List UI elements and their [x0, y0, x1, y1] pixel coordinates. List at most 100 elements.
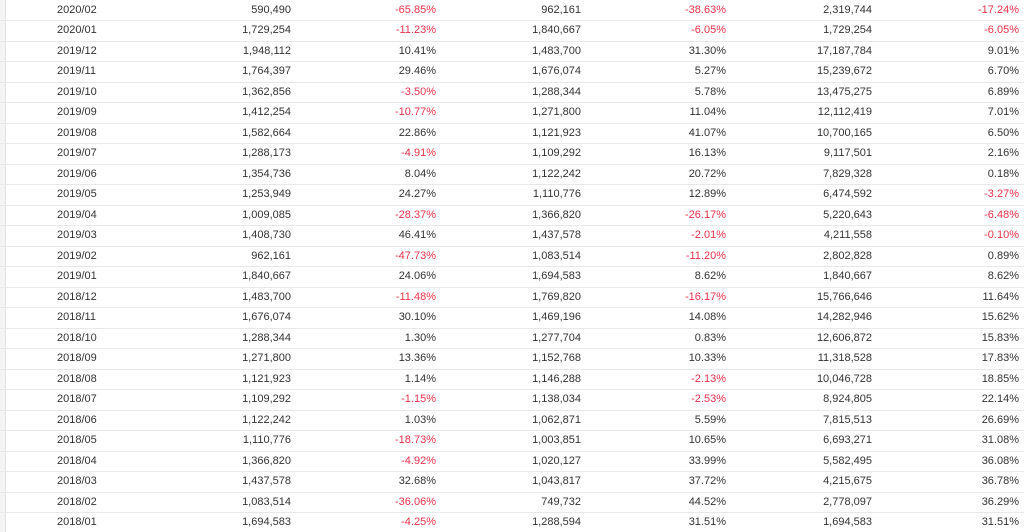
prior-value-cell: 1,483,700 — [532, 44, 581, 57]
cumulative-cell: 13,475,275 — [816, 85, 872, 98]
cumulative-change-cell: 11.64% — [982, 290, 1020, 303]
month-cell: 2020/02 — [57, 3, 97, 16]
prior-change-cell: 10.65% — [688, 434, 726, 447]
prior-change-cell: 44.52% — [688, 495, 726, 508]
month-cell: 2020/01 — [57, 24, 97, 37]
prior-change-cell: 5.27% — [694, 65, 726, 78]
value-cell: 1,354,736 — [242, 167, 291, 180]
table-row: 2019/06 1,354,736 8.04% 1,122,242 20.72% 7,82… — [0, 164, 1024, 185]
month-cell: 2019/10 — [57, 85, 97, 98]
change-cell: -3.50% — [401, 85, 436, 98]
month-cell: 2018/08 — [57, 372, 97, 385]
cumulative-change-cell: 36.29% — [981, 495, 1019, 508]
table-row: 2018/03 1,437,578 32.68% 1,043,817 37.72% 4,2… — [0, 472, 1024, 492]
table-row: 2019/05 1,253,949 24.27% 1,110,776 12.89% 6,4… — [0, 185, 1024, 205]
cumulative-cell: 5,582,495 — [823, 454, 872, 467]
table-row: 2019/01 1,840,667 24.06% 1,694,583 8.62% 1,84… — [0, 267, 1024, 287]
prior-value-cell: 1,062,871 — [532, 413, 581, 426]
cumulative-cell: 2,778,097 — [823, 495, 872, 508]
value-cell: 1,288,344 — [242, 331, 291, 344]
value-cell: 1,408,730 — [242, 229, 291, 242]
prior-value-cell: 1,146,288 — [532, 372, 581, 385]
table-row: 2018/02 1,083,514 -36.06% 749,732 44.52% 2,77… — [0, 492, 1024, 513]
prior-value-cell: 1,109,292 — [532, 147, 581, 160]
prior-change-cell: -6.05% — [691, 24, 726, 37]
month-cell: 2019/06 — [57, 167, 97, 180]
cumulative-cell: 6,693,271 — [823, 434, 872, 447]
value-cell: 1,362,856 — [242, 85, 291, 98]
cumulative-cell: 2,802,828 — [823, 249, 872, 262]
prior-change-cell: -26.17% — [685, 208, 726, 221]
value-cell: 1,366,820 — [242, 454, 291, 467]
prior-change-cell: -11.20% — [685, 249, 726, 262]
change-cell: -4.25% — [401, 516, 436, 529]
prior-value-cell: 1,469,196 — [532, 311, 581, 324]
cumulative-cell: 10,046,728 — [816, 372, 872, 385]
prior-value-cell: 1,083,514 — [532, 249, 581, 262]
cumulative-cell: 15,239,672 — [816, 65, 872, 78]
value-cell: 1,109,292 — [242, 393, 291, 406]
cumulative-cell: 14,282,946 — [816, 311, 872, 324]
month-cell: 2019/05 — [57, 188, 97, 201]
prior-value-cell: 1,769,820 — [532, 290, 581, 303]
month-cell: 2019/04 — [57, 208, 97, 221]
month-cell: 2019/02 — [57, 249, 97, 262]
cumulative-cell: 1,840,667 — [823, 270, 872, 283]
value-cell: 1,764,397 — [242, 65, 291, 78]
prior-value-cell: 1,138,034 — [532, 393, 581, 406]
month-cell: 2019/03 — [57, 229, 97, 242]
change-cell: -1.15% — [401, 393, 436, 406]
cumulative-cell: 12,112,419 — [817, 106, 872, 119]
prior-value-cell: 1,437,578 — [532, 229, 581, 242]
cumulative-cell: 4,215,675 — [823, 475, 872, 488]
table-row: 2019/11 1,764,397 29.46% 1,676,074 5.27% 15,2… — [0, 62, 1024, 82]
prior-value-cell: 1,152,768 — [532, 352, 581, 365]
month-cell: 2019/12 — [57, 44, 97, 57]
cumulative-change-cell: 6.50% — [987, 126, 1019, 139]
prior-change-cell: 5.59% — [694, 413, 726, 426]
table-row: 2019/08 1,582,664 22.86% 1,121,923 41.07% 10,… — [0, 123, 1024, 144]
cumulative-cell: 5,220,643 — [823, 208, 872, 221]
cumulative-cell: 6,474,592 — [823, 188, 872, 201]
prior-value-cell: 1,043,817 — [532, 475, 581, 488]
prior-value-cell: 1,277,704 — [532, 331, 581, 344]
change-cell: 8.04% — [404, 167, 436, 180]
left-panel-edge — [0, 0, 6, 532]
table-row: 2019/04 1,009,085 -28.37% 1,366,820 -26.17% 5… — [0, 205, 1024, 226]
change-cell: 1.14% — [404, 372, 436, 385]
change-cell: -4.92% — [401, 454, 436, 467]
month-cell: 2019/08 — [57, 126, 97, 139]
value-cell: 1,948,112 — [242, 44, 291, 57]
value-cell: 1,412,254 — [242, 106, 291, 119]
prior-value-cell: 1,288,344 — [532, 85, 581, 98]
cumulative-change-cell: 22.14% — [981, 393, 1019, 406]
cumulative-cell: 7,829,328 — [823, 167, 872, 180]
change-cell: 29.46% — [398, 65, 436, 78]
prior-change-cell: 5.78% — [694, 85, 726, 98]
prior-change-cell: 0.83% — [694, 331, 726, 344]
cumulative-change-cell: -3.27% — [984, 188, 1019, 201]
value-cell: 1,121,923 — [242, 372, 291, 385]
table-row: 2019/09 1,412,254 -10.77% 1,271,800 11.04% 12… — [0, 103, 1024, 123]
table-row: 2018/10 1,288,344 1.30% 1,277,704 0.83% 12,60… — [0, 328, 1024, 349]
prior-value-cell: 1,020,127 — [532, 454, 581, 467]
value-cell: 1,271,800 — [242, 352, 291, 365]
month-cell: 2018/03 — [57, 475, 97, 488]
month-cell: 2019/09 — [57, 106, 97, 119]
month-cell: 2019/01 — [57, 270, 97, 283]
cumulative-change-cell: -6.05% — [984, 24, 1019, 37]
month-cell: 2018/09 — [57, 352, 97, 365]
change-cell: -65.85% — [395, 3, 436, 16]
value-cell: 1,676,074 — [242, 311, 291, 324]
prior-change-cell: -38.63% — [685, 3, 726, 16]
change-cell: -11.48% — [395, 290, 436, 303]
month-cell: 2018/07 — [57, 393, 97, 406]
value-cell: 1,288,173 — [242, 147, 291, 160]
cumulative-cell: 12,606,872 — [816, 331, 872, 344]
prior-change-cell: -2.53% — [691, 393, 726, 406]
prior-change-cell: 41.07% — [688, 126, 726, 139]
prior-change-cell: -16.17% — [685, 290, 726, 303]
month-cell: 2018/11 — [57, 311, 96, 324]
